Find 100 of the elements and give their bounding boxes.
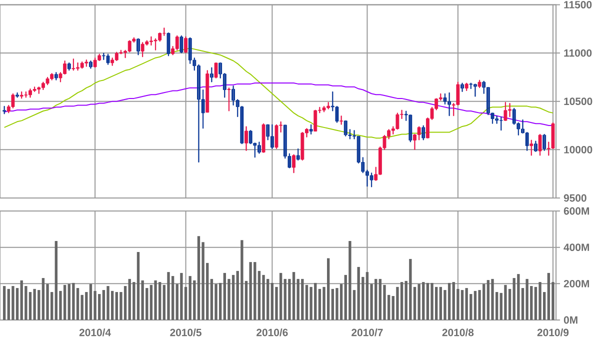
bar bbox=[180, 272, 183, 320]
bar bbox=[210, 278, 214, 320]
bar bbox=[366, 272, 369, 320]
bar bbox=[526, 278, 528, 320]
bar bbox=[218, 282, 222, 320]
bar bbox=[292, 272, 296, 320]
candlestick bbox=[166, 32, 170, 56]
bar bbox=[340, 284, 343, 320]
bar bbox=[16, 288, 19, 320]
bar bbox=[2, 286, 6, 320]
candlestick bbox=[422, 125, 426, 140]
bar bbox=[106, 286, 110, 320]
bar bbox=[491, 278, 494, 320]
bar bbox=[378, 278, 382, 320]
candlestick bbox=[180, 35, 184, 54]
bar bbox=[538, 282, 542, 320]
bar bbox=[326, 258, 330, 320]
bar bbox=[409, 258, 412, 320]
bar bbox=[258, 270, 261, 320]
bar bbox=[171, 276, 174, 320]
y-tick-label: 200M bbox=[564, 280, 589, 288]
candlestick bbox=[136, 38, 140, 56]
candlestick bbox=[344, 120, 348, 136]
candlestick bbox=[460, 82, 464, 92]
bar bbox=[504, 284, 507, 320]
y-tick-label: 11500 bbox=[564, 1, 592, 8]
x-tick-label: 2010/7 bbox=[352, 328, 383, 336]
candlestick bbox=[67, 62, 71, 71]
bar bbox=[154, 280, 157, 320]
bar bbox=[474, 290, 477, 320]
candlestick bbox=[227, 88, 231, 112]
bar bbox=[430, 282, 434, 320]
candlestick bbox=[478, 80, 482, 88]
bar bbox=[508, 288, 512, 320]
bar bbox=[232, 274, 235, 320]
y-tick-label: 0M bbox=[564, 316, 578, 324]
candlestick bbox=[499, 116, 503, 131]
candlestick bbox=[296, 148, 300, 161]
bar bbox=[167, 272, 170, 320]
bar bbox=[197, 236, 200, 320]
bar bbox=[318, 288, 322, 320]
candlestick bbox=[322, 106, 326, 112]
candlestick bbox=[84, 60, 88, 67]
x-tick-label: 2010/6 bbox=[256, 328, 288, 336]
x-tick-label: 2010/4 bbox=[79, 328, 111, 336]
y-tick-label: 10500 bbox=[564, 98, 592, 106]
bar bbox=[301, 278, 304, 320]
candlestick bbox=[270, 124, 274, 149]
bar bbox=[136, 252, 140, 320]
y-tick-label: 11000 bbox=[564, 49, 592, 57]
x-tick-label: 2010/8 bbox=[442, 328, 474, 336]
x-tick-label: 2010/9 bbox=[537, 328, 569, 336]
bar bbox=[357, 266, 360, 320]
bar bbox=[448, 282, 451, 320]
candlestick bbox=[408, 114, 412, 142]
bar bbox=[310, 286, 312, 320]
candlestick bbox=[370, 172, 374, 188]
y-tick-label: 600M bbox=[564, 207, 589, 215]
bar bbox=[89, 284, 92, 320]
bar bbox=[517, 274, 520, 320]
bar bbox=[240, 240, 244, 320]
x-tick-label: 2010/5 bbox=[170, 328, 202, 336]
candlestick bbox=[89, 60, 92, 69]
bar bbox=[426, 282, 430, 320]
bar bbox=[63, 284, 66, 320]
candlestick bbox=[534, 140, 538, 152]
bar bbox=[348, 240, 352, 320]
bar bbox=[42, 278, 45, 320]
bar bbox=[102, 290, 106, 320]
y-tick-label: 9500 bbox=[564, 194, 586, 202]
bar bbox=[279, 272, 282, 320]
y-tick-label: 400M bbox=[564, 244, 589, 252]
bar bbox=[336, 288, 338, 320]
bar bbox=[465, 288, 468, 320]
bar bbox=[193, 280, 196, 320]
candlestick bbox=[309, 124, 313, 134]
bar bbox=[188, 276, 192, 320]
bar bbox=[400, 282, 404, 320]
candlestick bbox=[504, 102, 508, 121]
bar bbox=[12, 286, 14, 320]
bar bbox=[262, 274, 265, 320]
bar bbox=[72, 282, 75, 320]
bar bbox=[418, 284, 420, 320]
candlestick bbox=[54, 72, 58, 80]
candlestick bbox=[542, 134, 546, 151]
bar bbox=[460, 290, 464, 320]
candlestick bbox=[2, 106, 6, 114]
bar bbox=[270, 282, 274, 320]
candlestick bbox=[106, 54, 110, 65]
bar bbox=[124, 286, 127, 320]
bar bbox=[486, 280, 490, 320]
bar bbox=[150, 284, 153, 320]
candlestick bbox=[210, 67, 214, 82]
bar bbox=[249, 262, 252, 320]
candlestick bbox=[340, 116, 344, 125]
bar bbox=[33, 288, 36, 320]
y-tick-label: 10000 bbox=[564, 146, 592, 154]
candlestick bbox=[24, 91, 28, 98]
candlestick bbox=[244, 126, 248, 151]
candlestick bbox=[257, 142, 261, 154]
